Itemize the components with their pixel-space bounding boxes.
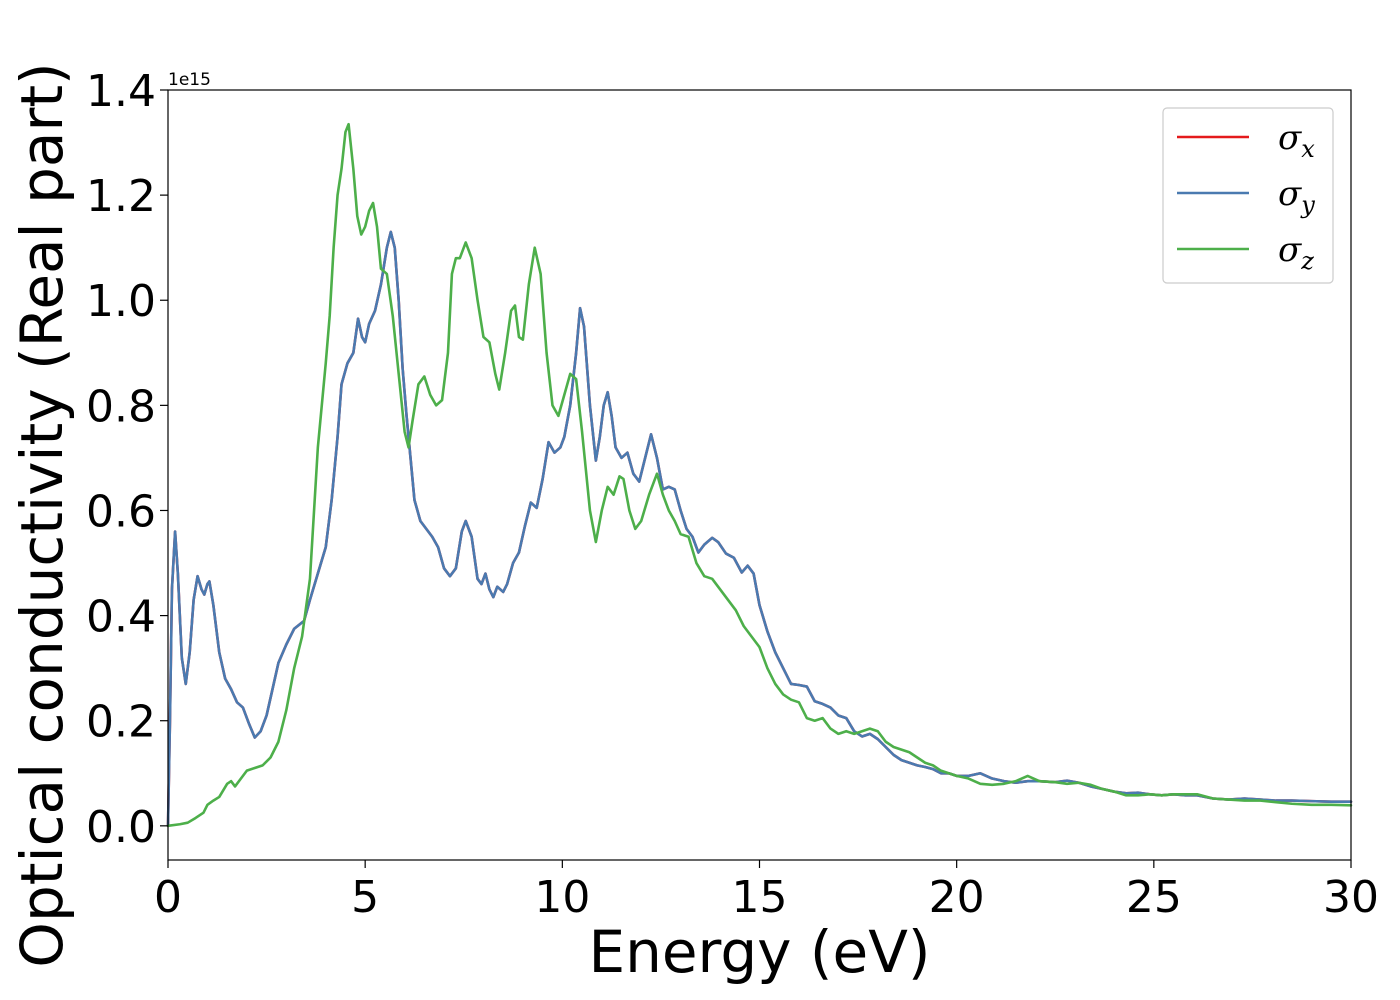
x-tick-label: 30 [1323, 872, 1379, 923]
x-tick-label: 15 [732, 872, 788, 923]
legend-label-x: σx [1278, 118, 1315, 163]
y-axis-title: Optical conductivity (Real part) [8, 62, 76, 967]
y-tick-label: 0.2 [86, 697, 156, 748]
legend-frame [1162, 107, 1334, 284]
series-line-z [166, 122, 1353, 828]
x-tick-label: 20 [929, 872, 985, 923]
y-tick-label: 1.0 [86, 276, 156, 327]
y-axis: 0.0 0.2 0.4 0.6 0.8 1.0 1.2 1.4 [86, 66, 168, 853]
x-tick-label: 25 [1126, 872, 1182, 923]
x-tick-label: 10 [534, 872, 590, 923]
legend-label-z: σz [1278, 230, 1314, 275]
y-tick-label: 0.6 [86, 486, 156, 537]
series-line-y [166, 230, 1353, 828]
x-axis: 0 5 10 15 20 25 30 [154, 860, 1379, 923]
y-tick-label: 0.4 [86, 592, 156, 643]
y-tick-label: 1.2 [86, 171, 156, 222]
legend-label-y: σy [1278, 174, 1315, 219]
y-tick-label: 1.4 [86, 66, 156, 117]
x-tick-label: 5 [351, 872, 379, 923]
legend: σx σy σz [1162, 107, 1334, 284]
y-offset-label: 1e15 [168, 70, 211, 90]
y-tick-label: 0.8 [86, 381, 156, 432]
x-tick-label: 0 [154, 872, 182, 923]
y-tick-label: 0.0 [86, 802, 156, 853]
x-axis-title: Energy (eV) [588, 918, 930, 986]
series-layer [166, 122, 1353, 828]
